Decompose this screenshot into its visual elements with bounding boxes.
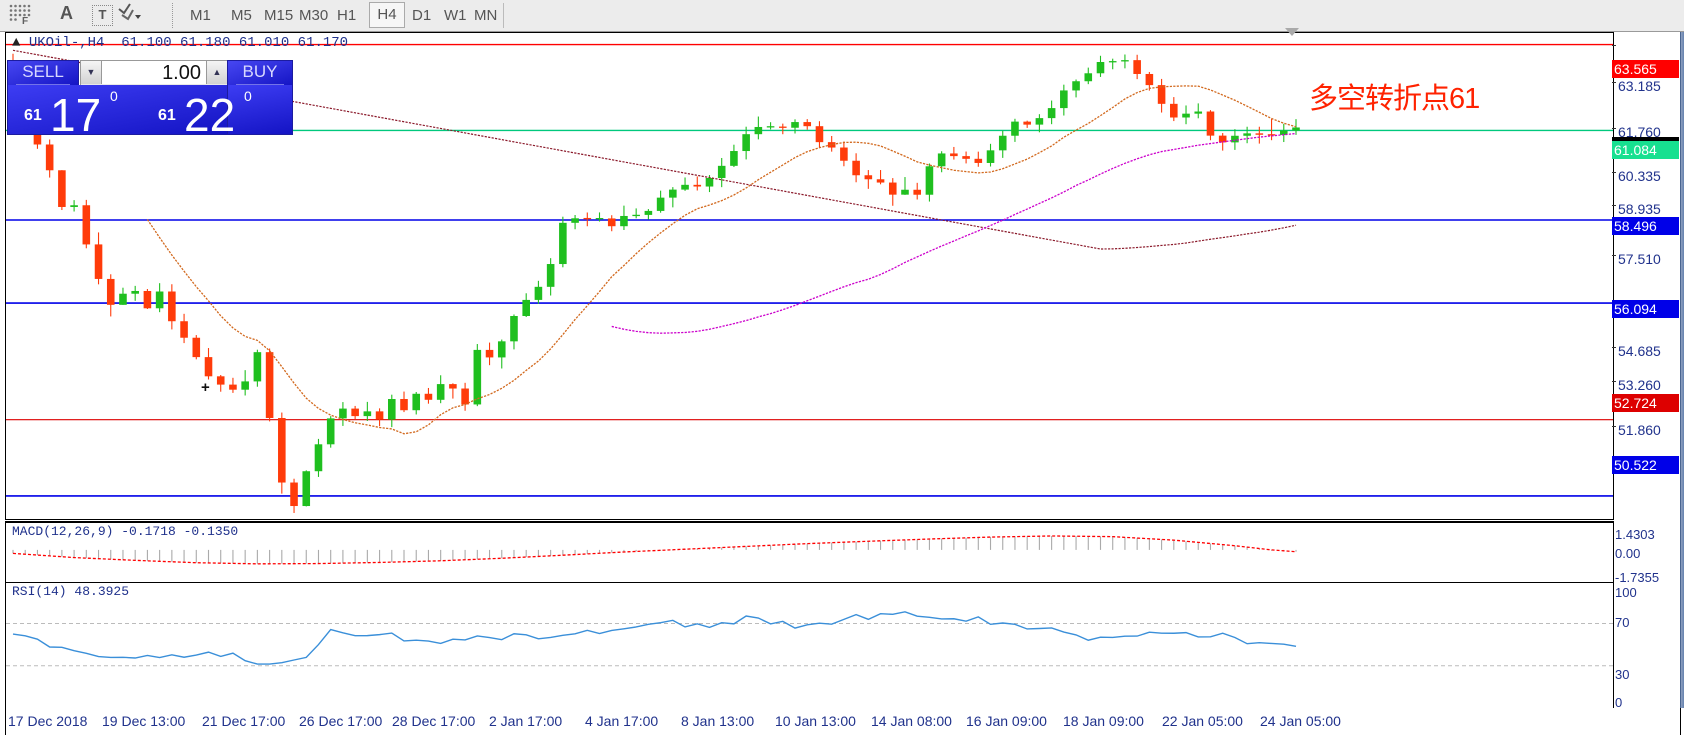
svg-text:F: F (22, 16, 28, 26)
